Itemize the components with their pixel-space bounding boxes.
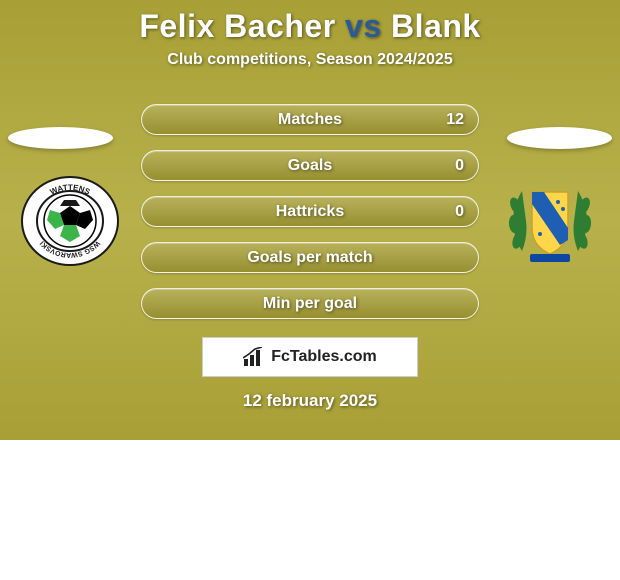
- page-title: Felix Bacher vs Blank: [0, 8, 620, 45]
- bar-chart-icon: [243, 347, 265, 367]
- stat-right-value: 12: [446, 105, 464, 134]
- player2-avatar-placeholder: [507, 127, 612, 149]
- stat-row-goals: Goals 0: [141, 150, 479, 181]
- title-player2: Blank: [391, 8, 481, 44]
- brand-text: FcTables.com: [271, 348, 377, 366]
- title-vs: vs: [345, 8, 382, 44]
- stat-row-hattricks: Hattricks 0: [141, 196, 479, 227]
- brand-badge[interactable]: FcTables.com: [202, 337, 418, 377]
- stat-row-matches: Matches 12: [141, 104, 479, 135]
- stat-label: Goals: [142, 151, 478, 180]
- stat-label: Min per goal: [142, 289, 478, 318]
- stat-label: Matches: [142, 105, 478, 134]
- subtitle: Club competitions, Season 2024/2025: [0, 51, 620, 69]
- player1-avatar-placeholder: [8, 127, 113, 149]
- comparison-card: Felix Bacher vs Blank Club competitions,…: [0, 0, 620, 440]
- player2-club-logo: [500, 176, 600, 266]
- stat-right-value: 0: [455, 197, 464, 226]
- stat-label: Goals per match: [142, 243, 478, 272]
- stat-label: Hattricks: [142, 197, 478, 226]
- stat-row-goals-per-match: Goals per match: [141, 242, 479, 273]
- player1-club-logo: WATTENS WSG SWAROVSKI: [20, 176, 120, 266]
- crest-logo-icon: [500, 176, 600, 266]
- title-player1: Felix Bacher: [139, 8, 335, 44]
- wattens-logo-icon: WATTENS WSG SWAROVSKI: [20, 176, 120, 266]
- stats-list: Matches 12 Goals 0 Hattricks 0 Goals per…: [141, 104, 479, 319]
- date: 12 february 2025: [0, 391, 620, 411]
- stat-right-value: 0: [455, 151, 464, 180]
- stat-row-min-per-goal: Min per goal: [141, 288, 479, 319]
